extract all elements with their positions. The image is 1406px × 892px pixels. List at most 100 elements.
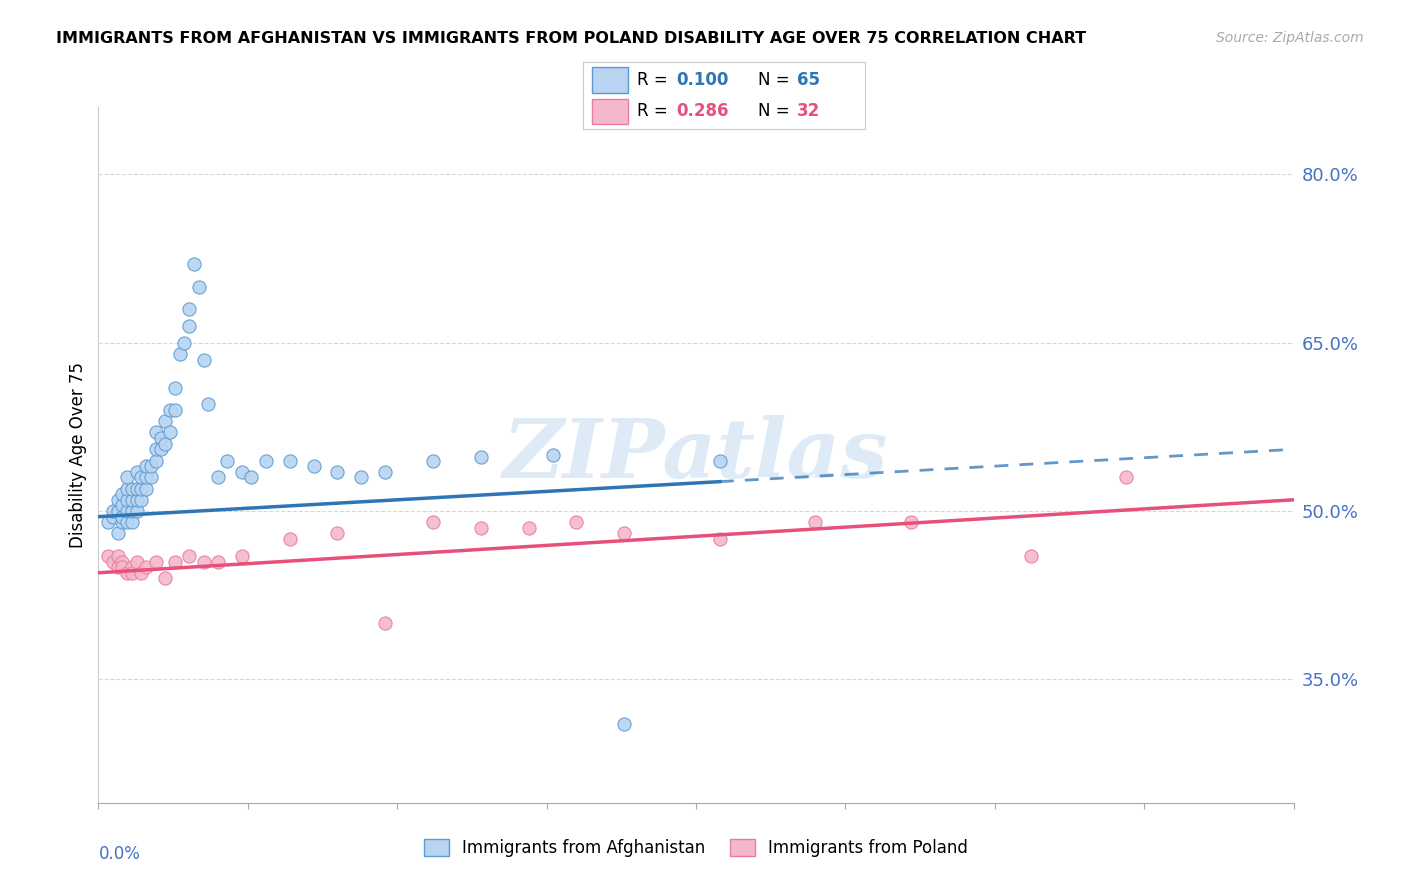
Text: ZIPatlas: ZIPatlas <box>503 415 889 495</box>
Point <box>121 560 143 574</box>
Point <box>422 453 444 467</box>
Point <box>131 566 153 580</box>
Legend: Immigrants from Afghanistan, Immigrants from Poland: Immigrants from Afghanistan, Immigrants … <box>418 832 974 864</box>
Point <box>254 453 277 467</box>
Point <box>422 515 444 529</box>
Point <box>101 504 124 518</box>
Point <box>159 403 181 417</box>
Point <box>107 504 129 518</box>
Point <box>155 436 177 450</box>
Point <box>111 487 134 501</box>
Point <box>121 515 143 529</box>
Text: N =: N = <box>758 70 794 89</box>
Point <box>217 453 239 467</box>
Point <box>163 403 186 417</box>
Point <box>197 397 219 411</box>
Point <box>163 555 186 569</box>
Point <box>470 450 492 465</box>
Point <box>115 492 138 507</box>
Point <box>709 532 731 546</box>
Point <box>149 442 172 457</box>
Point <box>187 279 209 293</box>
Point <box>115 482 138 496</box>
Point <box>131 492 153 507</box>
Point <box>470 521 492 535</box>
Text: R =: R = <box>637 103 673 120</box>
Point <box>107 549 129 563</box>
Point <box>207 555 229 569</box>
Point <box>1115 470 1137 484</box>
Point <box>111 555 134 569</box>
Point <box>135 560 157 574</box>
Point <box>374 616 396 631</box>
Point <box>350 470 373 484</box>
Point <box>326 526 349 541</box>
Point <box>709 453 731 467</box>
Point <box>139 470 162 484</box>
Point <box>900 515 922 529</box>
Point <box>231 549 253 563</box>
Point <box>111 515 134 529</box>
Point <box>107 560 129 574</box>
Point <box>240 470 263 484</box>
Point <box>135 459 157 474</box>
Point <box>121 492 143 507</box>
Point <box>121 566 143 580</box>
Point <box>125 492 148 507</box>
Point <box>179 318 201 333</box>
Point <box>121 482 143 496</box>
Point <box>101 555 124 569</box>
Point <box>613 526 636 541</box>
Text: N =: N = <box>758 103 794 120</box>
Point <box>541 448 564 462</box>
Text: 65: 65 <box>797 70 820 89</box>
Point <box>115 504 138 518</box>
Point <box>278 532 301 546</box>
Point <box>97 515 120 529</box>
Point <box>131 470 153 484</box>
Point <box>326 465 349 479</box>
Point <box>179 549 201 563</box>
Point <box>125 555 148 569</box>
Point <box>804 515 827 529</box>
Point <box>193 352 215 367</box>
Point <box>115 515 138 529</box>
Point <box>135 470 157 484</box>
Point <box>139 459 162 474</box>
Point <box>169 347 191 361</box>
Point <box>145 442 167 457</box>
Point <box>101 509 124 524</box>
Point <box>155 414 177 428</box>
Point <box>145 555 167 569</box>
Point <box>115 566 138 580</box>
Point <box>517 521 540 535</box>
Point <box>121 504 143 518</box>
Point <box>125 465 148 479</box>
Point <box>179 301 201 316</box>
Text: 0.0%: 0.0% <box>98 845 141 863</box>
Text: 0.100: 0.100 <box>676 70 728 89</box>
Point <box>107 492 129 507</box>
Text: 0.286: 0.286 <box>676 103 728 120</box>
Point <box>278 453 301 467</box>
Point <box>613 717 636 731</box>
Y-axis label: Disability Age Over 75: Disability Age Over 75 <box>69 362 87 548</box>
Point <box>193 555 215 569</box>
Point <box>145 425 167 440</box>
Point <box>125 482 148 496</box>
Text: Source: ZipAtlas.com: Source: ZipAtlas.com <box>1216 31 1364 45</box>
Point <box>111 499 134 513</box>
Point <box>183 257 205 271</box>
Point <box>149 431 172 445</box>
Point <box>159 425 181 440</box>
Point <box>163 381 186 395</box>
Point <box>135 482 157 496</box>
Point <box>125 504 148 518</box>
Point <box>131 482 153 496</box>
Point <box>107 526 129 541</box>
Point <box>565 515 588 529</box>
Text: IMMIGRANTS FROM AFGHANISTAN VS IMMIGRANTS FROM POLAND DISABILITY AGE OVER 75 COR: IMMIGRANTS FROM AFGHANISTAN VS IMMIGRANT… <box>56 31 1087 46</box>
Point <box>155 571 177 585</box>
Point <box>145 453 167 467</box>
Point <box>1019 549 1042 563</box>
